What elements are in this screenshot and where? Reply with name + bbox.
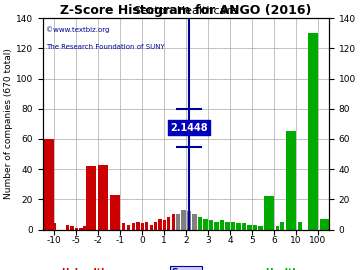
Bar xyxy=(308,33,318,229)
Y-axis label: Number of companies (670 total): Number of companies (670 total) xyxy=(4,49,13,199)
Bar xyxy=(158,219,162,230)
Bar xyxy=(215,222,219,230)
Text: Healthy: Healthy xyxy=(265,268,305,270)
Bar xyxy=(136,222,140,230)
Bar xyxy=(253,225,257,230)
Title: Z-Score Histogram for ANGO (2016): Z-Score Histogram for ANGO (2016) xyxy=(60,4,311,17)
Bar xyxy=(66,225,69,230)
Bar xyxy=(88,227,91,230)
Bar xyxy=(167,217,171,230)
Bar xyxy=(203,219,208,230)
Bar xyxy=(242,224,246,230)
Text: 2.1448: 2.1448 xyxy=(170,123,208,133)
Bar xyxy=(258,227,263,230)
Bar xyxy=(98,165,108,230)
Bar xyxy=(298,222,302,230)
Bar xyxy=(172,214,175,230)
Bar xyxy=(122,224,125,230)
Text: ©www.textbiz.org: ©www.textbiz.org xyxy=(46,27,109,33)
Bar xyxy=(209,220,213,230)
Bar xyxy=(44,139,54,230)
Bar xyxy=(247,225,252,230)
Bar xyxy=(132,224,135,230)
Bar xyxy=(231,222,235,230)
Bar xyxy=(54,224,56,230)
Bar xyxy=(320,219,330,230)
Bar xyxy=(71,227,74,230)
Bar xyxy=(198,217,202,230)
Bar xyxy=(110,195,120,230)
Text: The Research Foundation of SUNY: The Research Foundation of SUNY xyxy=(46,44,165,50)
Bar xyxy=(163,220,166,230)
Bar xyxy=(79,228,82,230)
Bar xyxy=(276,227,279,230)
Bar xyxy=(225,222,230,230)
Bar xyxy=(237,224,241,230)
Bar xyxy=(82,227,86,230)
Bar xyxy=(286,131,296,230)
Bar xyxy=(264,196,274,230)
Bar xyxy=(145,222,148,230)
Bar xyxy=(86,166,96,230)
Text: Sector: Healthcare: Sector: Healthcare xyxy=(134,6,238,16)
Bar xyxy=(93,228,96,230)
Bar xyxy=(154,222,157,230)
Bar xyxy=(176,214,180,230)
Bar xyxy=(220,220,224,230)
Bar xyxy=(126,225,130,230)
Bar xyxy=(141,224,144,230)
Bar xyxy=(280,222,284,230)
Text: Score: Score xyxy=(172,268,200,270)
Text: Unhealthy: Unhealthy xyxy=(60,268,113,270)
Bar xyxy=(150,225,153,230)
Bar xyxy=(75,228,78,230)
Bar xyxy=(181,210,186,230)
Bar xyxy=(187,211,192,229)
Bar xyxy=(193,214,197,230)
